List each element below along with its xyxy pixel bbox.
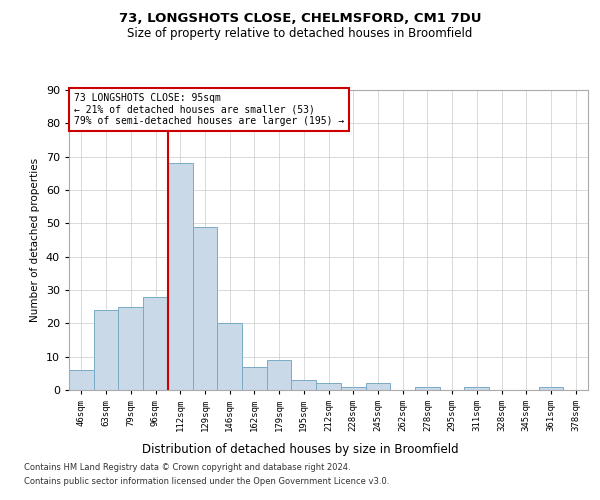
Bar — [267, 360, 292, 390]
Bar — [415, 386, 440, 390]
Y-axis label: Number of detached properties: Number of detached properties — [30, 158, 40, 322]
Bar — [143, 296, 168, 390]
Text: Contains HM Land Registry data © Crown copyright and database right 2024.: Contains HM Land Registry data © Crown c… — [24, 464, 350, 472]
Text: Size of property relative to detached houses in Broomfield: Size of property relative to detached ho… — [127, 28, 473, 40]
Bar — [539, 386, 563, 390]
Bar — [341, 386, 365, 390]
Bar — [217, 324, 242, 390]
Bar — [69, 370, 94, 390]
Bar — [316, 384, 341, 390]
Bar — [292, 380, 316, 390]
Bar — [464, 386, 489, 390]
Text: 73 LONGSHOTS CLOSE: 95sqm
← 21% of detached houses are smaller (53)
79% of semi-: 73 LONGSHOTS CLOSE: 95sqm ← 21% of detac… — [74, 93, 344, 126]
Bar — [193, 226, 217, 390]
Bar — [118, 306, 143, 390]
Text: Contains public sector information licensed under the Open Government Licence v3: Contains public sector information licen… — [24, 477, 389, 486]
Bar — [94, 310, 118, 390]
Bar — [365, 384, 390, 390]
Text: Distribution of detached houses by size in Broomfield: Distribution of detached houses by size … — [142, 442, 458, 456]
Bar — [242, 366, 267, 390]
Bar — [168, 164, 193, 390]
Text: 73, LONGSHOTS CLOSE, CHELMSFORD, CM1 7DU: 73, LONGSHOTS CLOSE, CHELMSFORD, CM1 7DU — [119, 12, 481, 26]
